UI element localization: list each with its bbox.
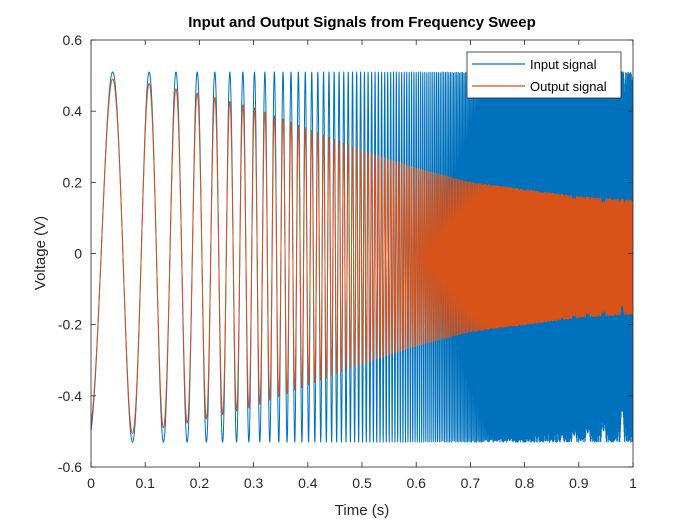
chart-title: Input and Output Signals from Frequency … xyxy=(188,14,536,31)
x-tick-label: 0.4 xyxy=(298,475,318,491)
y-tick-label: 0.4 xyxy=(63,103,83,119)
y-tick-label: -0.6 xyxy=(58,459,82,475)
y-tick-label: 0.2 xyxy=(63,174,83,190)
x-tick-label: 0 xyxy=(87,475,95,491)
y-axis-label: Voltage (V) xyxy=(32,216,49,290)
y-tick-label: 0 xyxy=(74,246,82,262)
y-tick-label: 0.6 xyxy=(63,32,83,48)
series-layer xyxy=(91,71,633,443)
x-tick-label: 0.9 xyxy=(569,475,589,491)
x-tick-label: 0.7 xyxy=(461,475,481,491)
x-tick-label: 1 xyxy=(629,475,637,491)
x-tick-label: 0.1 xyxy=(135,475,155,491)
output-signal-line xyxy=(91,78,633,434)
y-tick-label: -0.2 xyxy=(58,317,82,333)
x-tick-label: 0.3 xyxy=(244,475,264,491)
y-axis: -0.6 -0.4 -0.2 0 0.2 0.4 0.6 xyxy=(58,32,633,475)
legend-box xyxy=(466,51,622,99)
x-tick-label: 0.2 xyxy=(190,475,210,491)
y-tick-label: -0.4 xyxy=(58,388,82,404)
x-tick-label: 0.6 xyxy=(406,475,426,491)
x-axis-label: Time (s) xyxy=(335,502,389,519)
x-axis: 0 0.1 0.2 0.3 0.4 0.5 0.6 0.7 0.8 0.9 1 xyxy=(87,40,637,491)
legend-label-output: Output signal xyxy=(530,79,607,94)
legend-label-input: Input signal xyxy=(530,57,597,72)
legend: Input signal Output signal xyxy=(466,51,622,99)
x-tick-label: 0.5 xyxy=(352,475,372,491)
x-tick-label: 0.8 xyxy=(515,475,535,491)
